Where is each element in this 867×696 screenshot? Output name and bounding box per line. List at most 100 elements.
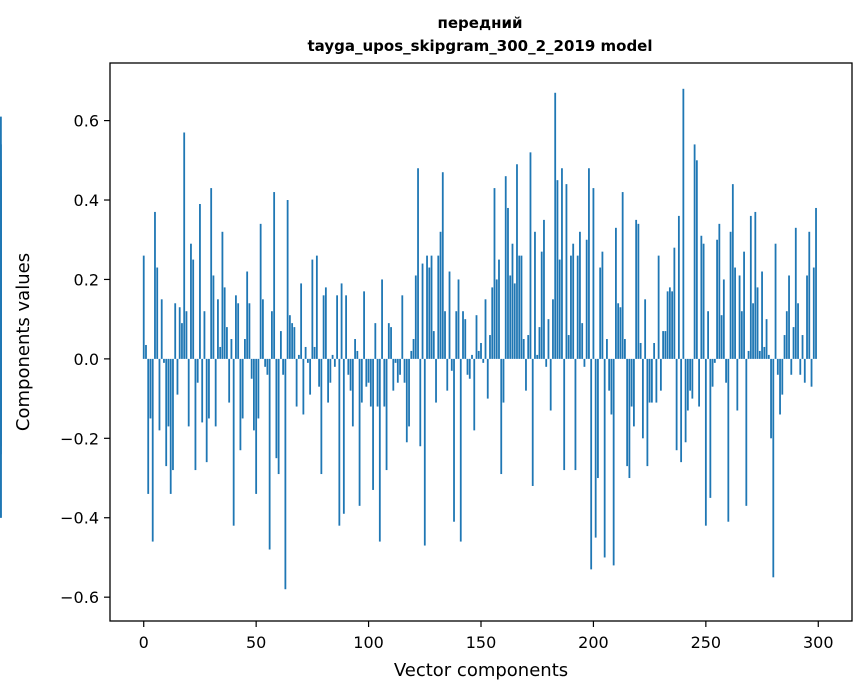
bar bbox=[747, 350, 750, 359]
bar bbox=[446, 358, 449, 391]
bar bbox=[556, 180, 559, 359]
bar bbox=[707, 311, 709, 359]
bar bbox=[315, 255, 318, 359]
bar bbox=[405, 358, 408, 443]
bar bbox=[399, 358, 401, 375]
bar bbox=[178, 307, 181, 359]
bar bbox=[142, 255, 145, 359]
bar bbox=[257, 358, 260, 419]
bar bbox=[767, 354, 770, 359]
bar bbox=[601, 251, 604, 359]
bar bbox=[545, 358, 548, 367]
bar bbox=[387, 323, 390, 359]
bar bbox=[322, 295, 325, 359]
y-tick-label: 0.2 bbox=[74, 270, 99, 289]
bar bbox=[333, 358, 336, 367]
bar bbox=[223, 287, 226, 359]
bar bbox=[738, 275, 741, 359]
bar bbox=[624, 339, 626, 359]
bar bbox=[158, 358, 161, 431]
bar bbox=[174, 303, 177, 359]
bar bbox=[758, 350, 761, 359]
bar bbox=[392, 358, 395, 391]
bar bbox=[815, 207, 817, 359]
bar bbox=[668, 287, 671, 359]
bar bbox=[264, 358, 267, 367]
bar bbox=[351, 358, 354, 427]
bar bbox=[0, 180, 2, 359]
bar bbox=[653, 342, 656, 359]
bar bbox=[511, 243, 514, 359]
bar bbox=[151, 358, 154, 542]
bar bbox=[297, 354, 300, 359]
bar bbox=[417, 168, 419, 359]
y-tick-label: −0.4 bbox=[60, 509, 99, 528]
bar bbox=[565, 184, 568, 359]
x-tick-label: 200 bbox=[578, 633, 609, 652]
bar bbox=[284, 358, 287, 590]
bar bbox=[309, 358, 312, 395]
bar bbox=[466, 358, 469, 375]
bar bbox=[502, 358, 505, 403]
bar bbox=[684, 358, 687, 443]
bar bbox=[457, 279, 460, 359]
bar bbox=[147, 358, 150, 494]
bar bbox=[810, 358, 813, 387]
bar bbox=[713, 358, 716, 363]
bar bbox=[201, 358, 204, 423]
bar bbox=[365, 358, 368, 387]
bar bbox=[0, 319, 2, 359]
bar bbox=[464, 319, 467, 359]
bar bbox=[779, 358, 781, 415]
bar bbox=[754, 211, 757, 359]
bar bbox=[165, 358, 168, 467]
bar bbox=[203, 311, 206, 359]
bar bbox=[394, 358, 397, 363]
bar bbox=[489, 335, 491, 359]
bar bbox=[154, 211, 156, 359]
bar bbox=[547, 319, 550, 359]
bar bbox=[259, 223, 262, 359]
bar bbox=[621, 192, 624, 359]
bar bbox=[608, 358, 611, 391]
bar bbox=[376, 358, 379, 407]
bar bbox=[282, 358, 285, 375]
bar bbox=[781, 358, 784, 395]
bar bbox=[306, 358, 309, 363]
bar bbox=[617, 303, 620, 359]
bar bbox=[383, 358, 386, 407]
bar bbox=[495, 279, 498, 359]
bar bbox=[693, 144, 696, 359]
bar bbox=[637, 223, 640, 359]
bar bbox=[700, 235, 703, 359]
bar bbox=[671, 291, 674, 359]
bar bbox=[520, 255, 523, 359]
bar bbox=[248, 303, 251, 359]
y-axis-label: Components values bbox=[13, 253, 34, 431]
bar bbox=[270, 311, 273, 359]
y-tick-label: 0.6 bbox=[74, 112, 99, 131]
bar bbox=[0, 358, 2, 455]
bar bbox=[293, 327, 296, 359]
bar bbox=[675, 358, 678, 451]
bar bbox=[255, 358, 258, 494]
bar bbox=[808, 231, 811, 359]
bar bbox=[691, 358, 694, 399]
bar bbox=[628, 358, 631, 479]
bar bbox=[208, 358, 210, 419]
bar bbox=[745, 358, 748, 506]
bar bbox=[453, 358, 455, 522]
bar bbox=[192, 259, 195, 359]
bar bbox=[324, 287, 327, 359]
bar bbox=[484, 299, 487, 359]
bar bbox=[529, 152, 532, 359]
bar bbox=[664, 331, 667, 359]
bar bbox=[237, 303, 240, 359]
chart-subtitle: tayga_upos_skipgram_300_2_2019 model bbox=[308, 37, 653, 55]
bar bbox=[482, 358, 485, 363]
bar bbox=[633, 358, 635, 427]
bar bbox=[230, 339, 233, 359]
bar bbox=[698, 358, 700, 407]
bar bbox=[291, 323, 294, 359]
